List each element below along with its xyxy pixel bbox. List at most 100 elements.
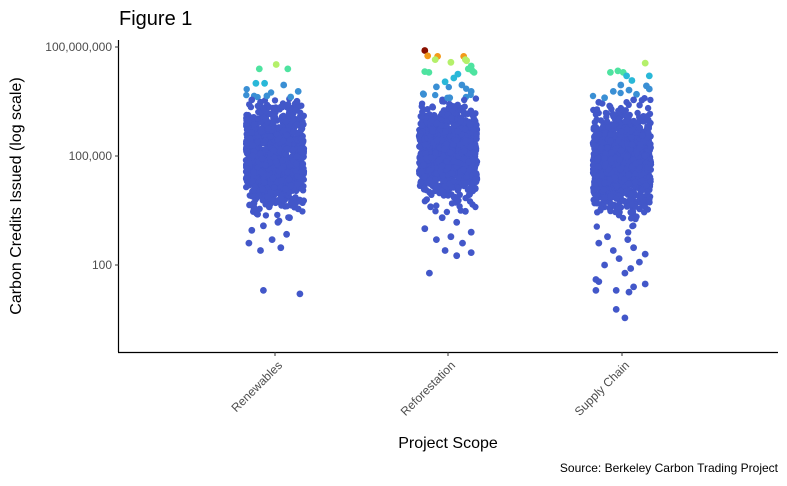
data-point-renewables	[245, 239, 253, 247]
data-point-renewables	[270, 184, 278, 191]
data-point-supply-chain	[633, 213, 640, 220]
data-point-renewables	[254, 139, 261, 146]
data-point-renewables	[284, 145, 291, 153]
data-point-supply-chain	[617, 187, 624, 195]
data-point-reforestation	[457, 117, 464, 125]
data-point-reforestation	[433, 236, 440, 244]
data-point-reforestation	[465, 158, 472, 166]
data-point-supply-chain	[607, 137, 614, 144]
data-point-reforestation	[446, 94, 454, 102]
data-point-supply-chain	[627, 265, 635, 272]
data-point-supply-chain	[637, 141, 644, 148]
data-point-reforestation	[439, 187, 446, 194]
data-point-reforestation	[462, 137, 470, 144]
data-point-reforestation	[461, 180, 469, 187]
data-point-reforestation	[432, 91, 439, 99]
data-point-renewables	[289, 111, 296, 119]
data-point-supply-chain	[615, 137, 622, 144]
data-point-reforestation	[461, 96, 468, 104]
data-point-supply-chain	[631, 179, 639, 186]
y-tick-label: 100,000,000	[45, 40, 112, 54]
data-point-reforestation	[467, 143, 474, 151]
data-point-renewables	[272, 61, 280, 68]
data-point-supply-chain	[641, 152, 648, 160]
data-point-reforestation	[432, 208, 439, 215]
data-point-renewables	[257, 247, 264, 254]
data-point-supply-chain	[592, 287, 600, 294]
data-point-supply-chain	[590, 141, 597, 149]
data-point-supply-chain	[627, 190, 635, 198]
x-axis-ticks: Renewables Reforestation Supply Chain	[229, 352, 632, 419]
data-point-reforestation	[439, 98, 446, 105]
data-point-reforestation	[463, 57, 470, 65]
data-point-renewables	[243, 91, 250, 99]
data-point-renewables	[267, 189, 274, 196]
data-point-renewables	[255, 108, 262, 116]
data-point-supply-chain	[644, 104, 652, 112]
data-point-renewables	[244, 116, 252, 124]
data-point-renewables	[267, 133, 274, 140]
data-point-supply-chain	[623, 126, 630, 133]
data-point-renewables	[283, 230, 290, 238]
data-point-reforestation	[429, 128, 436, 135]
data-point-renewables	[271, 97, 279, 104]
data-point-reforestation	[470, 69, 478, 76]
data-point-supply-chain	[593, 133, 600, 140]
data-point-renewables	[282, 185, 289, 193]
data-point-reforestation	[449, 141, 457, 148]
data-point-supply-chain	[645, 125, 652, 132]
data-point-renewables	[257, 168, 265, 176]
data-point-reforestation	[472, 95, 480, 102]
data-point-reforestation	[448, 102, 455, 109]
data-point-reforestation	[432, 149, 439, 156]
data-point-renewables	[294, 181, 301, 188]
data-point-supply-chain	[630, 96, 637, 104]
data-point-reforestation	[421, 173, 428, 181]
data-point-supply-chain	[604, 233, 611, 241]
data-point-renewables	[299, 185, 306, 193]
data-point-supply-chain	[619, 214, 627, 222]
data-point-reforestation	[473, 170, 480, 177]
data-point-supply-chain	[617, 147, 625, 154]
data-point-reforestation	[447, 233, 455, 241]
data-point-supply-chain	[633, 119, 640, 126]
data-point-renewables	[260, 222, 267, 230]
data-point-supply-chain	[637, 171, 645, 179]
data-point-renewables	[294, 88, 302, 95]
data-point-reforestation	[450, 74, 458, 82]
data-point-renewables	[243, 86, 250, 93]
data-point-reforestation	[473, 131, 480, 138]
data-point-supply-chain	[598, 144, 605, 152]
y-tick-label: 100,000	[69, 149, 113, 163]
data-point-reforestation	[447, 58, 455, 66]
data-point-reforestation	[466, 185, 473, 192]
data-point-reforestation	[448, 200, 456, 207]
data-point-reforestation	[433, 83, 440, 91]
data-point-supply-chain	[627, 209, 634, 216]
data-point-renewables	[270, 105, 278, 112]
data-point-renewables	[270, 119, 277, 126]
data-point-supply-chain	[590, 186, 597, 194]
data-point-renewables	[293, 160, 300, 168]
data-point-reforestation	[441, 177, 448, 184]
x-tick-label: Renewables	[229, 358, 286, 415]
data-point-supply-chain	[602, 159, 609, 167]
data-point-reforestation	[418, 100, 426, 107]
data-point-supply-chain	[623, 153, 630, 160]
data-point-reforestation	[463, 173, 470, 181]
data-point-supply-chain	[621, 314, 629, 322]
data-point-reforestation	[420, 90, 427, 98]
data-point-supply-chain	[616, 156, 623, 163]
data-point-renewables	[273, 189, 280, 197]
data-point-reforestation	[428, 116, 435, 124]
data-point-supply-chain	[623, 72, 630, 80]
data-point-reforestation	[454, 159, 462, 166]
data-point-reforestation	[420, 161, 427, 169]
data-point-reforestation	[439, 162, 446, 170]
data-point-renewables	[293, 97, 301, 105]
data-point-reforestation	[453, 218, 461, 226]
data-point-supply-chain	[625, 288, 633, 296]
data-point-renewables	[280, 81, 288, 89]
data-point-reforestation	[426, 269, 433, 277]
